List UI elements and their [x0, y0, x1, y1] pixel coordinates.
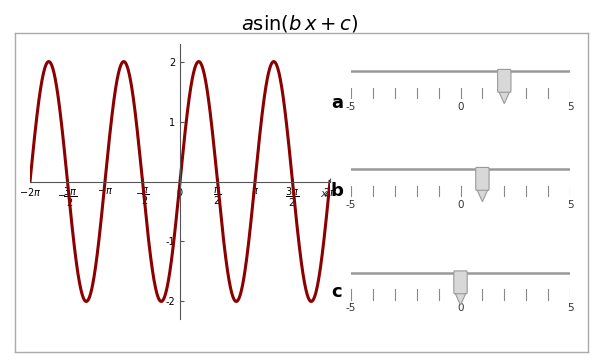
- FancyBboxPatch shape: [476, 167, 489, 190]
- Text: $\mathbf{b}$: $\mathbf{b}$: [330, 182, 344, 200]
- Text: 0: 0: [457, 102, 464, 112]
- FancyBboxPatch shape: [497, 69, 511, 92]
- Text: $\mathbf{c}$: $\mathbf{c}$: [331, 283, 343, 301]
- Text: $x$: $x$: [320, 189, 329, 199]
- FancyBboxPatch shape: [454, 271, 467, 294]
- Text: 0: 0: [457, 200, 464, 210]
- Text: -5: -5: [346, 102, 356, 112]
- Text: 5: 5: [566, 200, 574, 210]
- Text: $\mathbf{a}$: $\mathbf{a}$: [331, 94, 344, 113]
- Text: 5: 5: [566, 303, 574, 313]
- Polygon shape: [454, 292, 467, 305]
- Text: -5: -5: [346, 200, 356, 210]
- Polygon shape: [498, 90, 511, 104]
- Text: 0: 0: [457, 303, 464, 313]
- Text: 5: 5: [566, 102, 574, 112]
- Text: -5: -5: [346, 303, 356, 313]
- Text: $a \sin (b\, x + c)$: $a \sin (b\, x + c)$: [241, 13, 359, 34]
- Polygon shape: [476, 188, 488, 202]
